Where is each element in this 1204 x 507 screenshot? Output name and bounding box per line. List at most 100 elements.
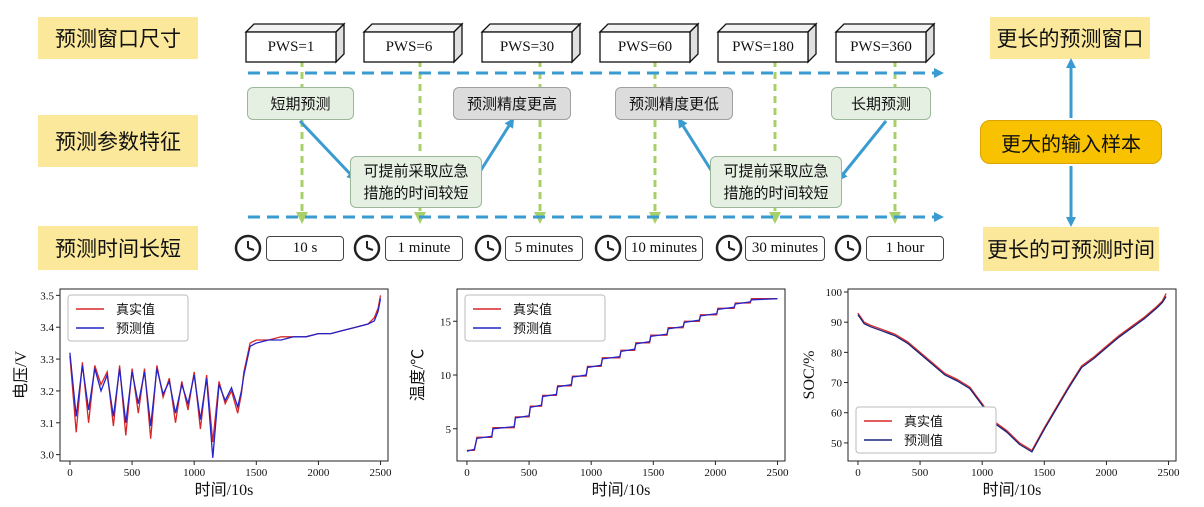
clock-icon (715, 234, 743, 262)
cube-icons (244, 22, 936, 64)
time-box-4: 10 minutes (625, 236, 703, 261)
x-tick-label: 2500 (370, 467, 393, 479)
window-label-5: PWS=180 (732, 38, 794, 55)
y-tick-label: 60 (831, 408, 843, 420)
x-tick-label: 1000 (183, 467, 206, 479)
clock-icon (834, 234, 862, 262)
clock-icon (234, 234, 262, 262)
chart-2: 0 500 1000 1500 2000 2500 5 10 15 时间/10s 温度/℃ 真实值预测… (409, 288, 790, 499)
x-tick-label: 1500 (642, 467, 665, 479)
x-axis-title: 时间/10s (983, 481, 1042, 499)
legend-frame (464, 294, 606, 342)
chart-1: 0 500 1000 1500 2000 2500 3.0 3.1 3.2 3.3 3.4 3.5 时间… (12, 288, 393, 499)
y-tick-label: 3.4 (40, 322, 54, 334)
x-tick-label: 1000 (971, 467, 994, 479)
x-tick-label: 2000 (1095, 467, 1118, 479)
legend-frame (855, 406, 997, 454)
y-tick-label: 80 (831, 347, 843, 359)
cube-icon (834, 22, 936, 64)
arrow-short-to-mid (298, 119, 357, 181)
series-line-2 (69, 298, 382, 458)
legend-label: 真实值 (904, 414, 943, 430)
x-tick-label: 500 (521, 467, 538, 479)
window-label-6: PWS=360 (850, 38, 912, 55)
x-tick-label: 1500 (1033, 467, 1056, 479)
x-tick-label: 0 (464, 467, 470, 479)
x-tick-label: 500 (124, 467, 141, 479)
lower-precision-box: 预测精度更低 (615, 87, 733, 120)
y-tick-label: 3.5 (40, 290, 54, 302)
y-axis-title: 电压/V (12, 351, 30, 399)
row-label-param-features: 预测参数特征 (38, 115, 198, 167)
series-line-1 (857, 293, 1167, 452)
bigger-input-box: 更大的输入样本 (980, 120, 1162, 164)
chart-3: 0 500 1000 1500 2000 2500 50 60 70 80 90 100 时间/10s S… (801, 287, 1180, 499)
cube-icon (716, 22, 818, 64)
emergency-time-box-left: 可提前采取应急 措施的时间较短 (350, 156, 482, 208)
time-box-6: 1 hour (866, 236, 944, 261)
series-line-2 (857, 296, 1167, 453)
y-axis-title: 温度/℃ (409, 349, 427, 401)
y-tick-label: 10 (440, 370, 452, 382)
clock-icon (353, 234, 381, 262)
cube-icon (362, 22, 464, 64)
x-tick-label: 500 (912, 467, 929, 479)
y-tick-label: 3.1 (40, 418, 54, 430)
time-box-3: 5 minutes (505, 236, 583, 261)
cube-icon (480, 22, 582, 64)
short-term-box: 短期预测 (247, 87, 354, 120)
legend-label: 预测值 (513, 321, 552, 337)
longer-time-box: 更长的可预测时间 (983, 227, 1159, 271)
window-label-3: PWS=30 (499, 38, 555, 55)
window-label-4: PWS=60 (617, 38, 673, 55)
x-tick-label: 1500 (245, 467, 268, 479)
clock-icons (234, 234, 862, 262)
emergency-time-box-right: 可提前采取应急 措施的时间较短 (710, 156, 842, 208)
diagram-arrows (234, 22, 1076, 262)
y-tick-label: 50 (831, 438, 843, 450)
higher-precision-box: 预测精度更高 (453, 87, 571, 120)
clock-icon (594, 234, 622, 262)
y-tick-label: 3.2 (40, 386, 54, 398)
row-label-window-size: 预测窗口尺寸 (38, 17, 198, 59)
y-tick-label: 100 (826, 287, 843, 299)
row-label-time-length: 预测时间长短 (38, 226, 198, 270)
y-axis-title: SOC/% (801, 351, 818, 400)
time-box-2: 1 minute (385, 236, 463, 261)
window-label-2: PWS=6 (385, 38, 433, 55)
x-tick-label: 1000 (580, 467, 603, 479)
y-tick-label: 70 (831, 378, 843, 390)
legend-label: 预测值 (904, 433, 943, 449)
x-tick-label: 2000 (307, 467, 330, 479)
y-tick-label: 3.0 (40, 450, 54, 462)
series-line-2 (466, 298, 778, 452)
x-tick-label: 0 (67, 467, 73, 479)
legend-label: 真实值 (116, 302, 155, 318)
x-axis-title: 时间/10s (592, 481, 651, 499)
x-tick-label: 0 (855, 467, 861, 479)
legend-frame (67, 294, 189, 342)
legend-label: 真实值 (513, 302, 552, 318)
cube-icon (598, 22, 700, 64)
window-label-1: PWS=1 (267, 38, 315, 55)
longer-window-box: 更长的预测窗口 (990, 17, 1150, 59)
long-term-box: 长期预测 (831, 87, 931, 120)
x-tick-label: 2500 (1158, 467, 1181, 479)
x-tick-label: 2500 (767, 467, 790, 479)
x-tick-label: 2000 (704, 467, 727, 479)
y-tick-label: 3.3 (40, 354, 54, 366)
green-connectors (296, 60, 901, 224)
charts-area: 0 500 1000 1500 2000 25003.03.13.23.33.43.5时间… (12, 287, 1180, 499)
arrow-mid-to-higher (474, 117, 515, 179)
plot-frame (59, 288, 389, 462)
y-tick-label: 90 (831, 317, 843, 329)
x-axis-title: 时间/10s (195, 481, 254, 499)
y-tick-label: 15 (440, 316, 452, 328)
time-box-1: 10 s (266, 236, 344, 261)
cube-icon (244, 22, 346, 64)
clock-icon (474, 234, 502, 262)
time-box-5: 30 minutes (745, 236, 825, 261)
